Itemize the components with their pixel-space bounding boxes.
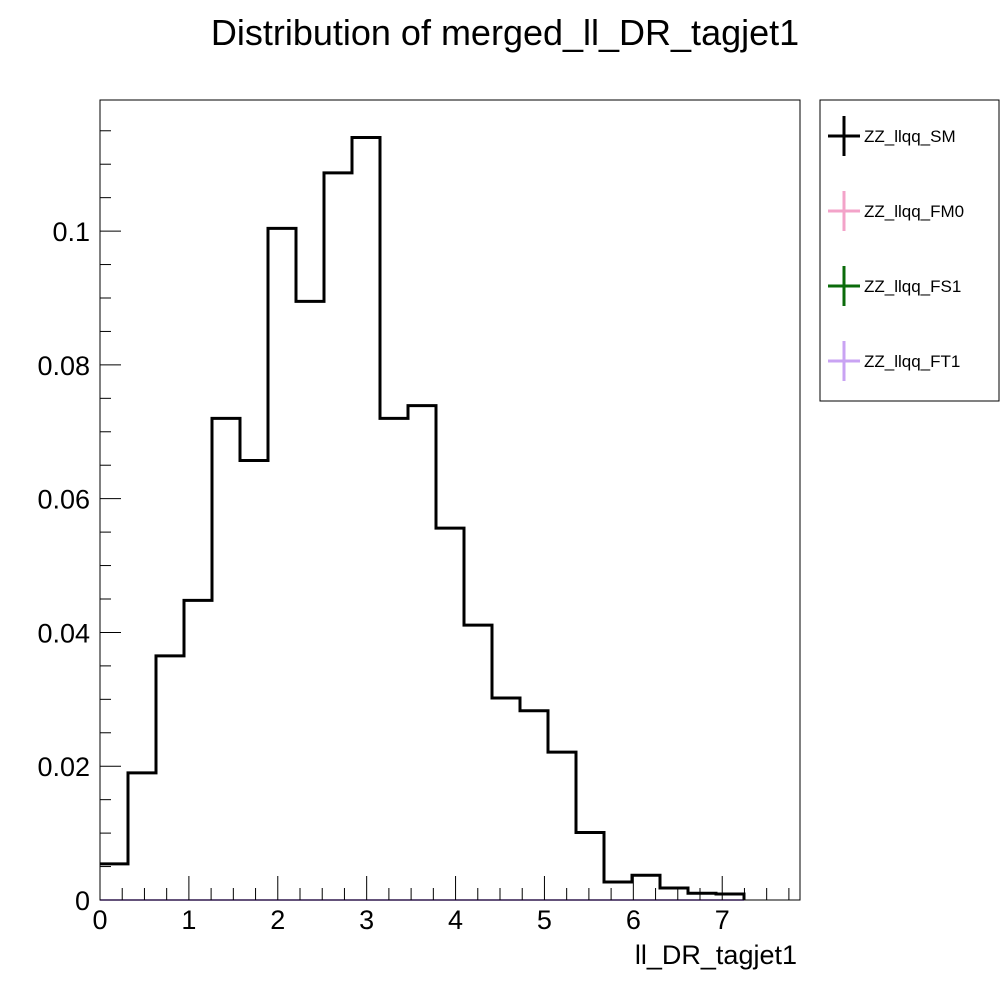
legend-entry-ZZ_llqq_SM: ZZ_llqq_SM xyxy=(828,116,956,156)
x-tick-label: 7 xyxy=(715,905,730,935)
y-tick-label: 0.1 xyxy=(52,217,90,247)
x-tick-label: 3 xyxy=(359,905,374,935)
legend-entry-ZZ_llqq_FT1: ZZ_llqq_FT1 xyxy=(828,341,960,381)
x-axis-tick-labels: 0 1 2 3 4 5 6 7 xyxy=(92,905,729,935)
legend-entry-ZZ_llqq_FM0: ZZ_llqq_FM0 xyxy=(828,191,964,231)
plot-frame xyxy=(99,99,801,901)
legend-label: ZZ_llqq_SM xyxy=(864,127,956,146)
legend-entry-ZZ_llqq_FS1: ZZ_llqq_FS1 xyxy=(828,266,961,306)
legend-box xyxy=(819,99,1000,402)
x-axis-title: ll_DR_tagjet1 xyxy=(635,940,797,970)
y-tick-label: 0.04 xyxy=(37,618,90,648)
x-tick-label: 2 xyxy=(270,905,285,935)
x-tick-label: 4 xyxy=(448,905,463,935)
x-tick-label: 1 xyxy=(181,905,196,935)
x-axis-ticks xyxy=(99,876,790,900)
legend-label: ZZ_llqq_FT1 xyxy=(864,352,960,371)
x-tick-label: 0 xyxy=(92,905,107,935)
legend-label: ZZ_llqq_FM0 xyxy=(864,202,964,221)
y-axis-ticks xyxy=(100,130,121,901)
histogram-series xyxy=(100,135,746,900)
legend-label: ZZ_llqq_FS1 xyxy=(864,277,961,296)
y-axis-tick-labels: 0 0.02 0.04 0.06 0.08 0.1 xyxy=(37,217,90,916)
y-tick-label: 0.02 xyxy=(37,752,90,782)
chart-title: Distribution of merged_ll_DR_tagjet1 xyxy=(210,12,800,53)
x-tick-label: 5 xyxy=(537,905,552,935)
y-tick-label: 0 xyxy=(75,886,90,916)
y-tick-label: 0.06 xyxy=(37,485,90,515)
x-tick-label: 6 xyxy=(626,905,641,935)
legend: ZZ_llqq_SM ZZ_llqq_FM0 ZZ_llqq_FS1 ZZ_llqq_… xyxy=(819,99,1000,402)
y-tick-label: 0.08 xyxy=(37,351,90,381)
series-line-ZZ_llqq_SM xyxy=(100,135,746,900)
